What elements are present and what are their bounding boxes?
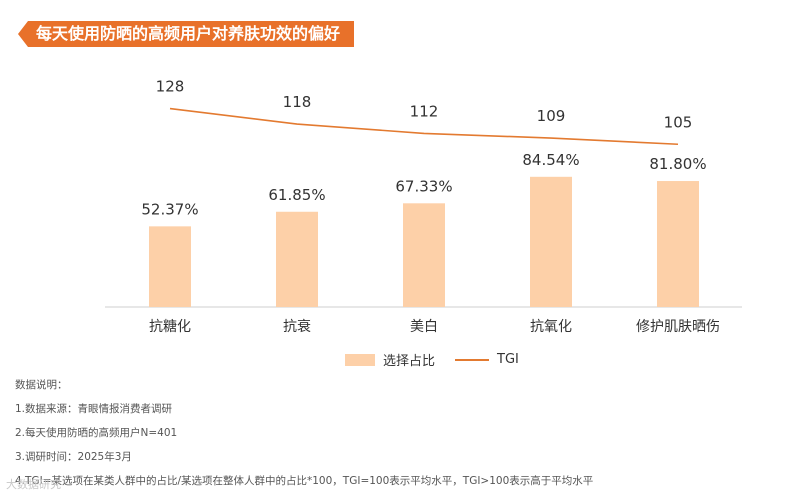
legend-line-swatch xyxy=(455,358,490,361)
legend-bar-swatch xyxy=(345,353,375,366)
tgi-line xyxy=(169,107,679,146)
legend-line-label: TGI xyxy=(497,352,519,367)
title-arrow-shape xyxy=(18,21,28,47)
category-label: 修护肌肤晒伤 xyxy=(636,319,720,335)
bar-value-label: 52.37% xyxy=(141,200,198,218)
note-item: 4.TGI=某选项在某类人群中的占比/某选项在整体人群中的占比*100，TGI=… xyxy=(15,475,594,487)
tgi-value-label: 109 xyxy=(537,107,566,125)
bar-value-label: 67.33% xyxy=(395,177,452,195)
category-label: 抗糖化 xyxy=(149,319,191,335)
category-label: 抗衰 xyxy=(283,318,311,335)
tgi-value-label: 105 xyxy=(664,113,693,131)
bar-value-label: 81.80% xyxy=(649,155,706,173)
note-item: 2.每天使用防晒的高频用户N=401 xyxy=(15,427,178,439)
bar-1 xyxy=(276,211,318,307)
tgi-value-label: 112 xyxy=(410,102,439,120)
bar-value-label: 61.85% xyxy=(268,186,325,204)
category-label: 美白 xyxy=(410,319,438,335)
notes-heading: 数据说明： xyxy=(15,379,68,391)
legend-bar-label: 选择占比 xyxy=(383,354,436,369)
bar-4 xyxy=(657,181,699,307)
chart-title: 每天使用防晒的高频用户对养肤功效的偏好 xyxy=(28,21,355,47)
tgi-value-label: 118 xyxy=(283,93,312,111)
category-label: 抗氧化 xyxy=(530,319,572,335)
tgi-value-label: 128 xyxy=(156,78,185,96)
note-item: 1.数据来源：青眼情报消费者调研 xyxy=(15,403,173,415)
chart-area: 52.37% 61.85% 67.33% 84.54% 81.80% 128 118 112… xyxy=(105,78,742,335)
bar-3 xyxy=(530,176,572,307)
watermark: 大数据研究 xyxy=(6,478,61,491)
note-item: 3.调研时间：2025年3月 xyxy=(15,451,132,463)
bar-value-label: 84.54% xyxy=(522,151,579,169)
title-banner: 每天使用防晒的高频用户对养肤功效的偏好 xyxy=(18,21,355,47)
legend: 选择占比 TGI xyxy=(345,350,519,369)
data-notes: 数据说明： 1.数据来源：青眼情报消费者调研 2.每天使用防晒的高频用户N=40… xyxy=(15,378,593,498)
bar-0 xyxy=(149,226,191,307)
bar-2 xyxy=(403,203,445,307)
